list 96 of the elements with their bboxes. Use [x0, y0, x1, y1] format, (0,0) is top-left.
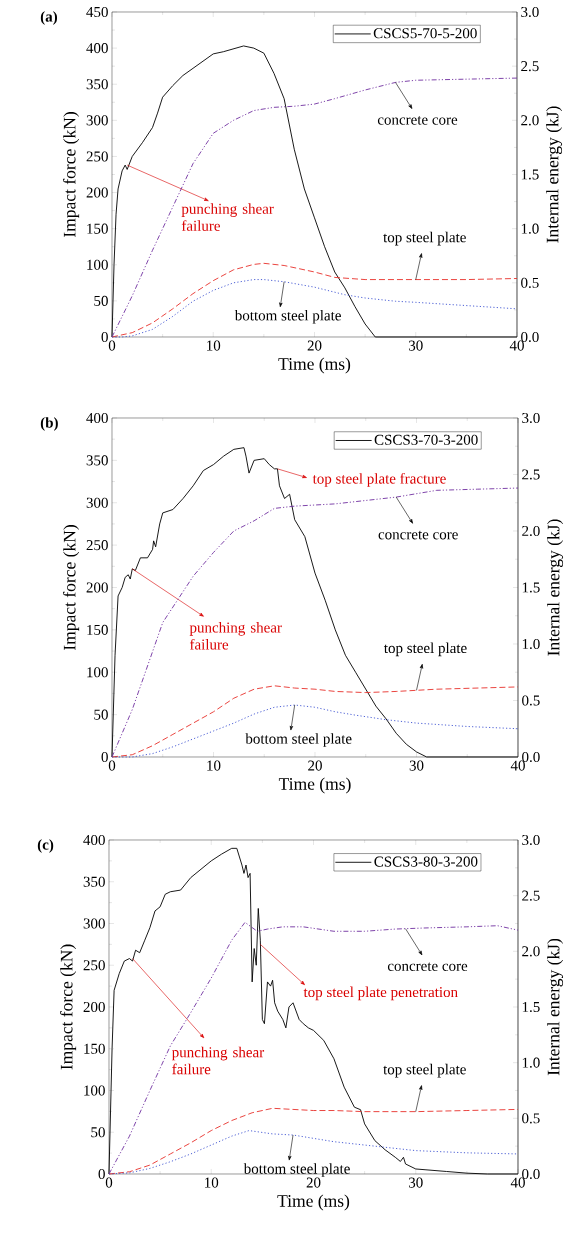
- y-tick-label: 100: [87, 259, 108, 270]
- y-axis-title: Impact force (kN): [60, 944, 77, 1070]
- chart-title: (b): [40, 417, 58, 431]
- annotation: top steel plate: [383, 1063, 466, 1078]
- y-tick-label: 400: [83, 834, 105, 846]
- legend-label: CSCS3-70-3-200: [374, 434, 478, 445]
- y2-tick-label: 0.0: [522, 1168, 540, 1180]
- y2-tick-label: 0.0: [522, 751, 540, 763]
- line-series: [108, 921, 519, 1175]
- y2-tick-label: 1.0: [522, 638, 540, 650]
- x-axis-title: Time (ms): [278, 357, 351, 374]
- x-tick-label: 40: [509, 340, 524, 351]
- y-tick-label: 50: [91, 1127, 105, 1138]
- y-tick-label: 150: [87, 223, 108, 234]
- x-tick-label: 10: [207, 340, 221, 351]
- y2-tick-label: 0.0: [521, 331, 539, 343]
- y-tick-label: 0: [101, 331, 108, 343]
- y-tick-label: 400: [86, 412, 108, 424]
- x-tick-label: 0: [108, 760, 116, 771]
- annotation: punching shear failure: [171, 1046, 265, 1075]
- annotation: bottom steel plate: [243, 1163, 350, 1177]
- x-axis-title: Time (ms): [278, 777, 351, 794]
- y-tick-label: 300: [86, 115, 108, 126]
- line-series: [108, 1107, 519, 1175]
- y-tick-label: 150: [87, 624, 108, 635]
- chart-title: (a): [40, 11, 58, 25]
- x-tick-label: 20: [308, 760, 322, 771]
- annotation: top steel plate penetration: [303, 986, 458, 1001]
- y-tick-label: 0: [98, 1168, 105, 1180]
- y2-tick-label: 1.5: [522, 582, 540, 593]
- y-tick-label: 300: [83, 918, 105, 929]
- y2-tick-label: 1.0: [522, 1057, 540, 1068]
- annotation: top steel plate fracture: [312, 472, 446, 487]
- y-tick-label: 350: [83, 876, 105, 887]
- x-tick-label: 40: [510, 1177, 525, 1188]
- y2-tick-label: 2.0: [522, 946, 540, 957]
- annotation: punching shear failure: [181, 203, 274, 231]
- annotation: concrete core: [377, 116, 458, 125]
- x-axis-title: Time (ms): [277, 1194, 350, 1211]
- y2-axis-title: Internal energy (kJ): [547, 519, 564, 656]
- y2-tick-label: 3.0: [521, 6, 539, 18]
- chart-title: (c): [37, 839, 54, 853]
- y-tick-label: 200: [83, 1001, 105, 1013]
- annotation: punching shear failure: [189, 622, 282, 650]
- y2-tick-label: 0.5: [521, 277, 539, 288]
- annotation: concrete core: [387, 962, 468, 971]
- x-tick-label: 30: [409, 760, 424, 771]
- x-tick-label: 0: [108, 340, 116, 351]
- y2-tick-label: 1.0: [521, 223, 539, 234]
- annotation: bottom steel plate: [234, 309, 341, 324]
- y2-tick-label: 1.5: [522, 1001, 540, 1013]
- y-tick-label: 300: [86, 497, 108, 508]
- y2-tick-label: 2.5: [522, 890, 540, 901]
- y-axis-title: Impact force (kN): [63, 112, 80, 238]
- line-series: [111, 704, 519, 758]
- y-tick-label: 150: [84, 1043, 105, 1054]
- x-tick-label: 20: [306, 1177, 321, 1188]
- y-tick-label: 50: [94, 295, 108, 306]
- y2-tick-label: 0.5: [522, 1113, 540, 1124]
- y2-tick-label: 1.5: [521, 169, 539, 180]
- x-tick-label: 40: [510, 760, 525, 771]
- y-tick-label: 350: [86, 455, 108, 466]
- y-tick-label: 0: [101, 751, 108, 763]
- y2-tick-label: 3.0: [522, 834, 540, 846]
- y2-tick-label: 0.5: [522, 695, 540, 706]
- y-tick-label: 100: [84, 1085, 105, 1096]
- y2-tick-label: 2.5: [522, 469, 540, 480]
- annotation: bottom steel plate: [245, 733, 352, 747]
- x-tick-label: 30: [408, 1177, 423, 1188]
- y2-tick-label: 2.5: [521, 61, 539, 72]
- x-tick-label: 10: [207, 760, 221, 771]
- y-tick-label: 400: [86, 43, 108, 54]
- x-tick-label: 30: [408, 340, 423, 351]
- y-tick-label: 450: [86, 6, 108, 18]
- y-tick-label: 350: [86, 79, 108, 90]
- y-tick-label: 50: [94, 709, 108, 720]
- y2-tick-label: 2.0: [521, 115, 539, 126]
- annotation: top steel plate: [383, 231, 466, 246]
- y-tick-label: 250: [86, 540, 108, 551]
- y-tick-label: 200: [86, 187, 108, 198]
- annotation: top steel plate: [383, 642, 467, 657]
- annotation: concrete core: [378, 530, 458, 540]
- y2-axis-title: Internal energy (kJ): [546, 106, 563, 243]
- x-tick-label: 20: [307, 340, 322, 351]
- y-tick-label: 250: [86, 151, 108, 162]
- y-tick-label: 200: [86, 582, 108, 593]
- x-tick-label: 10: [205, 1177, 219, 1188]
- y2-tick-label: 2.0: [522, 525, 540, 537]
- y2-tick-label: 3.0: [522, 412, 540, 424]
- y-tick-label: 250: [83, 960, 105, 971]
- legend-label: CSCS5-70-5-200: [373, 28, 477, 39]
- y-axis-title: Impact force (kN): [63, 525, 80, 651]
- y-tick-label: 100: [87, 667, 108, 678]
- y2-axis-title: Internal energy (kJ): [547, 938, 564, 1076]
- legend-label: CSCS3-80-3-200: [374, 856, 478, 867]
- line-series: [108, 1130, 519, 1175]
